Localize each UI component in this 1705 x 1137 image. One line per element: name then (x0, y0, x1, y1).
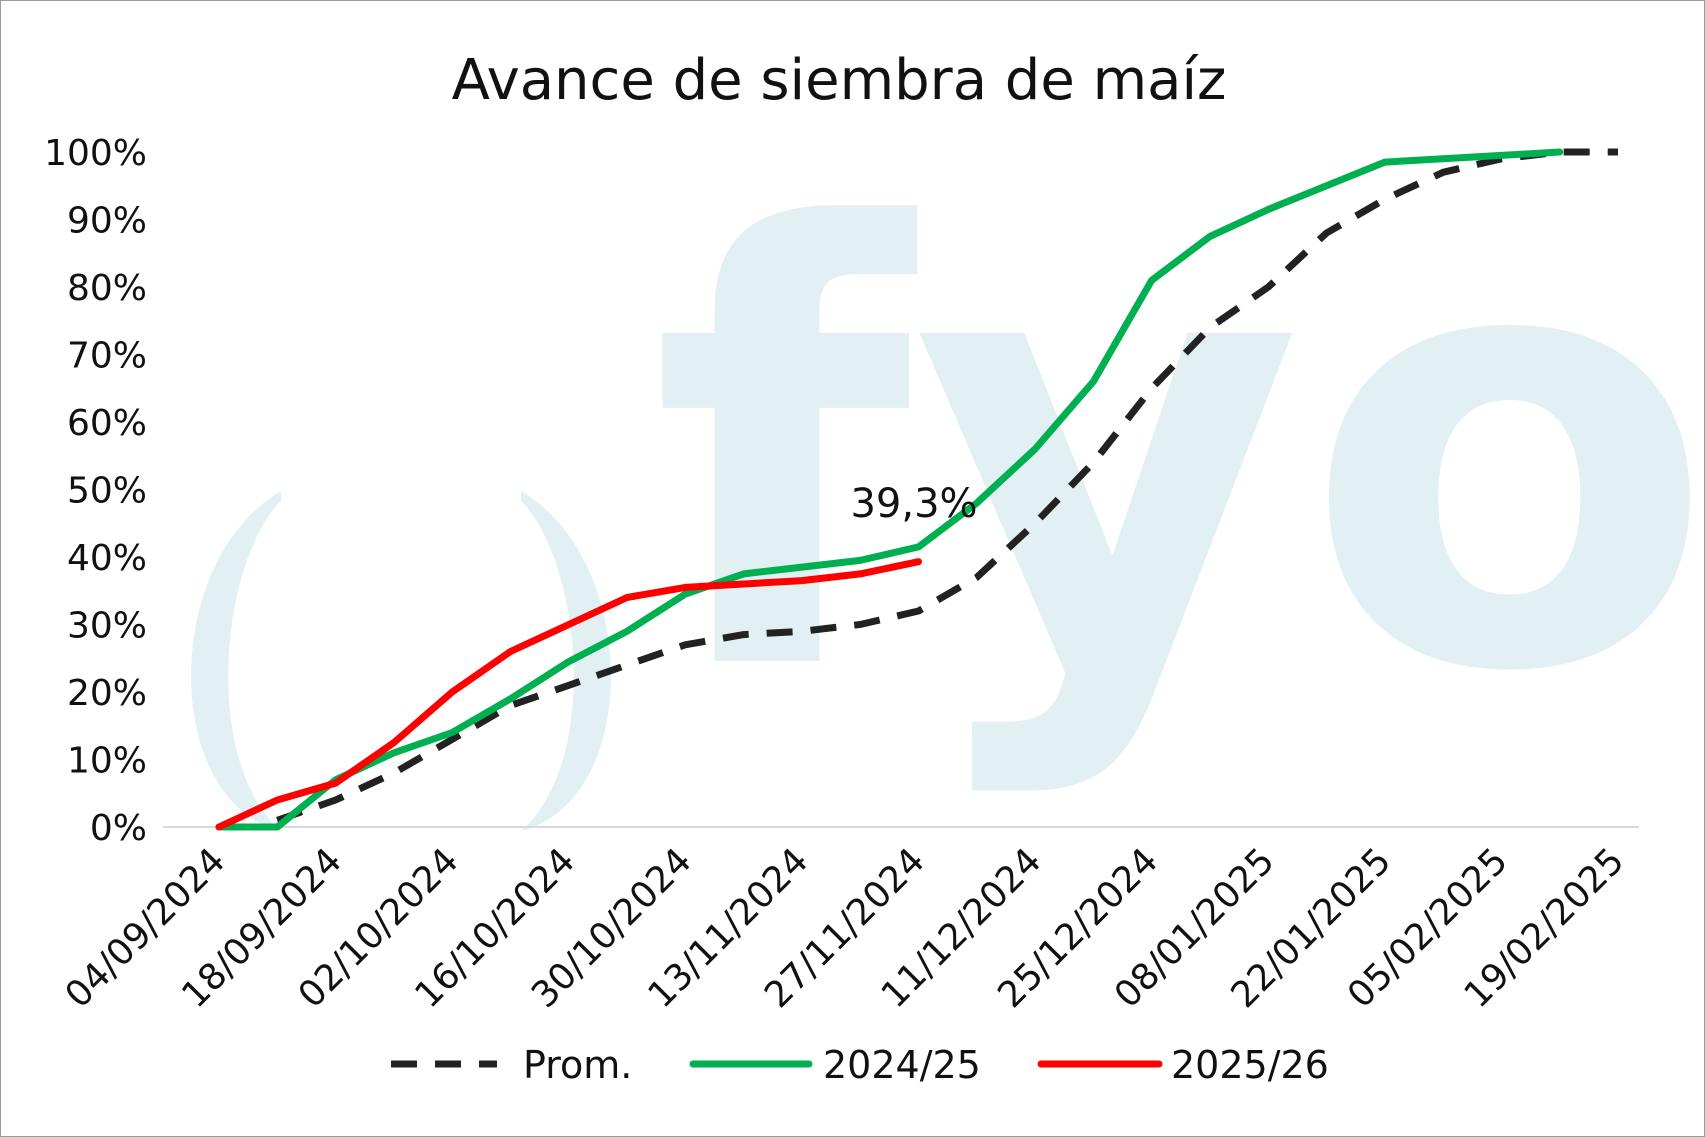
legend-label-2024-25: 2024/25 (823, 1043, 981, 1087)
x-axis-tick-labels: 04/09/202418/09/202402/10/202416/10/2024… (58, 840, 1633, 1016)
legend-label-prom: Prom. (523, 1043, 632, 1087)
fyo-watermark-logo: fyo (191, 104, 1704, 831)
y-tick-label: 40% (67, 538, 147, 579)
y-tick-label: 90% (67, 201, 147, 242)
y-tick-label: 0% (90, 808, 147, 849)
legend-label-2025-26: 2025/26 (1171, 1043, 1329, 1087)
y-tick-label: 80% (67, 268, 147, 309)
series-layer (215, 148, 1618, 831)
series-line-2024-25 (215, 148, 1564, 831)
y-tick-label: 60% (67, 403, 147, 444)
watermark-left-arc (191, 491, 281, 831)
series-line-2025-26 (215, 558, 922, 831)
y-tick-label: 10% (67, 741, 147, 782)
legend: Prom. 2024/25 2025/26 (391, 1043, 1329, 1087)
y-axis-tick-labels: 0% 10% 20% 30% 40% 50% 60% 70% 80% 90% 100% (44, 133, 147, 849)
y-tick-label: 20% (67, 673, 147, 714)
y-tick-label: 70% (67, 336, 147, 377)
watermark-text: fyo (651, 104, 1704, 803)
chart-title: Avance de siembra de maíz (452, 48, 1227, 113)
y-tick-label: 100% (44, 133, 147, 174)
y-tick-label: 50% (67, 471, 147, 512)
watermark-right-arc (521, 491, 611, 831)
annotation-label: 39,3% (850, 481, 977, 527)
series-line-prom (276, 148, 1618, 824)
y-tick-label: 30% (67, 606, 147, 647)
